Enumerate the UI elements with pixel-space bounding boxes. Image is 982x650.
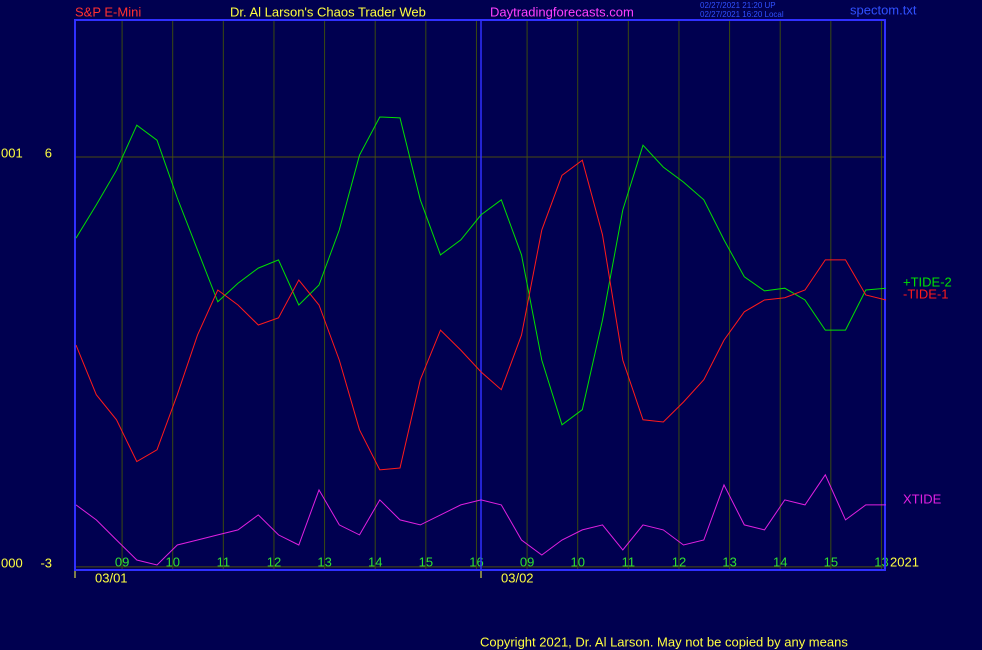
x-tick-label: 14 — [368, 554, 382, 569]
date-label: 03/02 — [501, 570, 534, 585]
chart-title: Dr. Al Larson's Chaos Trader Web — [230, 4, 426, 19]
x-tick-label: 09 — [115, 554, 129, 569]
file-name: spectom.txt — [850, 2, 917, 17]
axis-code: 001 — [1, 145, 23, 160]
x-tick-label: 16 — [469, 554, 483, 569]
timestamp: 02/27/2021 21:20 UP — [700, 1, 776, 10]
series-line — [75, 473, 886, 566]
plot-frame — [74, 19, 886, 571]
x-tick-label: 11 — [217, 554, 231, 569]
x-tick-label: 09 — [520, 554, 534, 569]
x-tick-label: 13 — [722, 554, 736, 569]
legend-label: -TIDE-1 — [903, 286, 949, 301]
date-label: 03/01 — [95, 570, 128, 585]
y-tick-label: 6 — [45, 145, 52, 160]
x-tick-label: 13 — [317, 554, 331, 569]
x-tick-label: 15 — [419, 554, 433, 569]
instrument: S&P E-Mini — [75, 4, 141, 19]
x-tick-label: 10 — [165, 554, 179, 569]
year: 2021 — [890, 554, 919, 569]
x-tick-label: 12 — [267, 554, 281, 569]
x-tick-label: 14 — [773, 554, 787, 569]
site: Daytradingforecasts.com — [490, 4, 634, 19]
axis-code: 000 — [1, 555, 23, 570]
x-tick-label: 10 — [570, 554, 584, 569]
legend-label: XTIDE — [903, 491, 942, 506]
x-tick-label: 15 — [824, 554, 838, 569]
x-tick-label: 11 — [622, 554, 636, 569]
copyright: Copyright 2021, Dr. Al Larson. May not b… — [480, 634, 848, 649]
legend-label: +TIDE-2 — [903, 275, 952, 290]
series-line — [75, 159, 887, 471]
timestamp: 02/27/2021 16:20 Local — [700, 10, 784, 19]
y-tick-label: -3 — [40, 555, 52, 570]
series-line — [75, 116, 887, 426]
x-tick-label: 12 — [672, 554, 686, 569]
